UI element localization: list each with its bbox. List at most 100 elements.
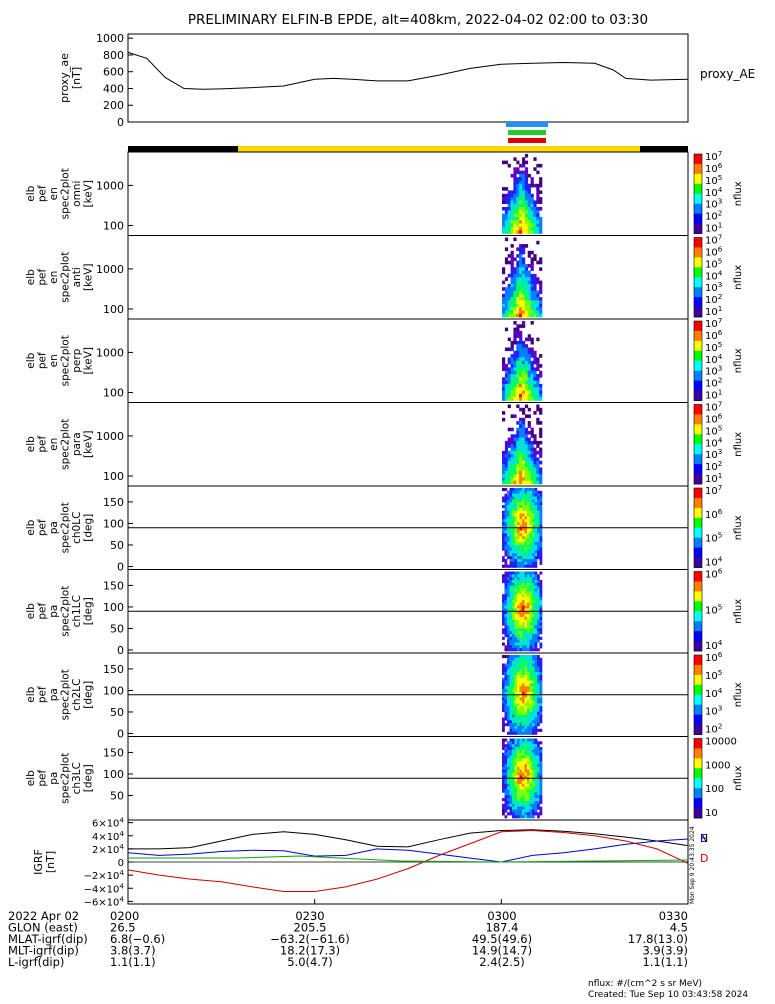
colorbar-segment	[694, 424, 702, 435]
spectrogram-cell	[527, 809, 530, 813]
spectrogram-cell	[534, 580, 538, 584]
spectrogram-cell	[516, 200, 520, 204]
spectrogram-cell	[510, 260, 514, 265]
spectrogram-cell	[522, 347, 526, 352]
spectrogram-cell	[514, 795, 518, 799]
spectrogram-cell	[539, 775, 543, 779]
spectrogram-cell	[522, 183, 526, 188]
spectrogram-cell	[532, 792, 535, 796]
spectrogram-cell	[510, 207, 514, 211]
spectrogram-cell	[527, 778, 530, 782]
spectrogram-cell	[504, 723, 508, 727]
spectrogram-cell	[502, 539, 505, 543]
spectrogram-cell	[513, 474, 517, 478]
spectrogram-ytick-label: 50	[110, 706, 124, 719]
spectrogram-cell	[532, 553, 535, 557]
spectrogram-cell	[510, 454, 514, 458]
spectrogram-cell	[512, 493, 515, 497]
spectrogram-cell	[522, 502, 525, 506]
spectrogram-cell	[524, 672, 528, 676]
spectrogram-cell	[519, 230, 523, 234]
spectrogram-cell	[510, 344, 514, 348]
spectrogram-cell	[516, 160, 520, 165]
spectrogram-cell	[530, 177, 534, 181]
spectrogram-cell	[527, 728, 530, 732]
spectrogram-cell	[539, 553, 543, 557]
spectrogram-cell	[512, 738, 515, 742]
spectrogram-cell	[534, 516, 538, 520]
spectrogram-cell	[527, 655, 530, 659]
spectrogram-cell	[539, 700, 543, 704]
spectrogram-cell	[537, 522, 540, 526]
spectrogram-cell	[532, 769, 535, 773]
spectrogram-cell	[522, 541, 525, 545]
spectrogram-cell	[539, 622, 543, 626]
spectrogram-cell	[530, 303, 534, 308]
spectrogram-cell	[527, 360, 531, 365]
spectrogram-cell	[502, 689, 505, 693]
spectrogram-cell	[516, 457, 520, 462]
spectrogram-cell	[539, 783, 543, 787]
spectrogram-cell	[534, 749, 538, 753]
spectrogram-cell	[509, 533, 513, 537]
spectrogram-cell	[517, 524, 520, 528]
spectrogram-cell	[517, 522, 520, 526]
spectrogram-cell	[513, 237, 517, 242]
spectrogram-cell	[513, 210, 517, 214]
spectrogram-cell	[537, 783, 540, 787]
spectrogram-cell	[539, 536, 543, 540]
spectrogram-cell	[502, 541, 505, 545]
spectrogram-cell	[522, 393, 526, 398]
spectrogram-cell	[507, 530, 510, 534]
spectrogram-cell	[507, 437, 511, 442]
spectrogram-cell	[509, 585, 513, 589]
spectrogram-cell	[519, 310, 523, 314]
spectrogram-cell	[502, 758, 505, 762]
spectrogram-cell	[522, 190, 526, 194]
colorbar-tick-label: 102	[705, 209, 722, 223]
spectrogram-cell	[510, 226, 514, 231]
spectrogram-cell	[522, 280, 526, 285]
spectrogram-cell	[532, 588, 535, 592]
spectrogram-cell	[539, 772, 543, 776]
spectrogram-cell	[529, 795, 533, 799]
spectrogram-cell	[534, 778, 538, 782]
spectrogram-cell	[533, 434, 537, 438]
spectrogram-cell	[517, 550, 520, 554]
spectrogram-cell	[533, 350, 537, 355]
spectrogram-cell	[522, 795, 525, 799]
spectrogram-cell	[522, 424, 526, 428]
spectrogram-cell	[512, 577, 515, 581]
spectrogram-cell	[517, 663, 520, 667]
spectrogram-cell	[510, 267, 514, 271]
spectrogram-cell	[527, 200, 531, 204]
colorbar-segment	[694, 738, 702, 749]
spectrogram-cell	[522, 550, 525, 554]
spectrogram-cell	[522, 642, 525, 646]
spectrogram-cell	[522, 203, 526, 208]
spectrogram-cell	[509, 588, 513, 592]
colorbar-segment	[694, 340, 702, 352]
spectrogram-cell	[504, 444, 509, 448]
spectrogram-cell	[529, 564, 533, 568]
spectrogram-cell	[529, 519, 533, 523]
spectrogram-cell	[519, 502, 523, 506]
spectrogram-cell	[519, 666, 523, 670]
spectrogram-cell	[532, 761, 535, 765]
spectrogram-cell	[534, 706, 538, 710]
spectrogram-cell	[529, 530, 533, 534]
spectrogram-cell	[517, 493, 520, 497]
colorbar-segment	[694, 321, 702, 332]
spectrogram-cell	[524, 213, 529, 218]
spectrogram-cell	[537, 666, 540, 670]
spectrogram-cell	[522, 614, 525, 618]
spectrogram-cell	[510, 257, 514, 261]
spectrogram-cell	[507, 752, 510, 756]
spectrogram-cell	[510, 464, 514, 468]
spectrogram-cell	[509, 674, 513, 678]
spectrogram-cell	[507, 536, 510, 540]
spectrogram-cell	[537, 720, 540, 724]
spectrogram-cell	[512, 625, 515, 629]
spectrogram-cell	[527, 283, 531, 288]
